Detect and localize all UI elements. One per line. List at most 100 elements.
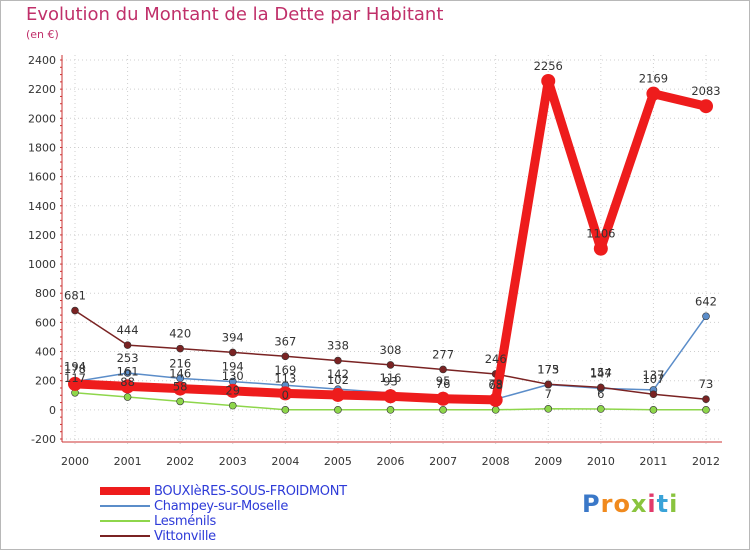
data-label: 102: [327, 373, 349, 387]
data-label: 76: [436, 377, 451, 391]
data-label: 246: [485, 352, 507, 366]
data-label: 68: [488, 378, 503, 392]
data-point: [544, 405, 553, 413]
data-point: [597, 383, 605, 392]
data-label: 0: [282, 388, 289, 402]
data-label: 73: [488, 377, 503, 391]
data-point: [334, 356, 342, 365]
data-label: 116: [380, 371, 402, 385]
legend-label: BOUXIèRES-SOUS-FROIDMONT: [154, 484, 347, 499]
x-tick-label: 2003: [219, 455, 247, 468]
data-point: [699, 99, 713, 114]
data-point: [436, 391, 451, 406]
logo-letter: P: [582, 490, 601, 518]
data-label: 394: [222, 330, 244, 344]
x-tick-label: 2002: [166, 455, 194, 468]
x-tick-label: 2010: [587, 455, 615, 468]
x-tick-label: 2008: [482, 455, 510, 468]
data-point: [646, 86, 661, 101]
legend-item-champey: Champey-sur-Moselle: [100, 499, 430, 514]
data-point: [649, 390, 658, 399]
logo-letter: i: [647, 490, 657, 518]
data-label: 367: [274, 334, 296, 348]
data-label: 169: [274, 363, 296, 377]
legend-swatch: [100, 535, 150, 537]
data-point: [123, 393, 132, 401]
x-tick-label: 2004: [271, 455, 299, 468]
y-tick-label: 1400: [28, 200, 56, 213]
data-label: 142: [327, 367, 349, 381]
y-tick-label: 800: [35, 287, 56, 300]
data-label: 107: [642, 372, 664, 386]
logo-letter: r: [600, 490, 614, 518]
data-point: [702, 406, 710, 414]
data-point: [225, 383, 240, 398]
data-point: [597, 405, 605, 413]
data-label: 146: [169, 367, 191, 381]
legend-label: Vittonville: [154, 529, 216, 544]
legend-item-bouxieres: BOUXIèRES-SOUS-FROIDMONT: [100, 484, 430, 499]
data-point: [123, 341, 132, 349]
data-point: [176, 344, 184, 353]
y-tick-label: 1000: [28, 258, 56, 271]
data-point: [281, 406, 290, 414]
y-tick-label: 2000: [28, 112, 56, 125]
logo-letter: x: [630, 490, 648, 518]
logo-letter: t: [656, 490, 670, 518]
data-label: 178: [64, 362, 86, 376]
data-label: 253: [117, 351, 139, 365]
data-label: 73: [699, 377, 714, 391]
data-label: 308: [380, 343, 402, 357]
y-tick-label: 1800: [28, 141, 56, 154]
data-label: 216: [169, 356, 191, 370]
data-point: [330, 387, 345, 402]
chart-title: Evolution du Montant de la Dette par Hab…: [26, 4, 444, 25]
data-label: 194: [64, 360, 86, 374]
x-tick-label: 2007: [429, 455, 457, 468]
data-label: 137: [642, 368, 664, 382]
line-chart: -200 0 200 400 600 800 1000 1200 1400 1600 1800 200…: [28, 54, 722, 468]
data-point: [334, 406, 342, 414]
proxiti-logo: Proxiti: [582, 490, 678, 518]
data-point: [120, 379, 135, 394]
data-label: 277: [432, 347, 454, 361]
data-point: [649, 406, 658, 414]
data-label: 93: [383, 374, 398, 388]
data-point: [702, 312, 710, 321]
series-layer: [68, 73, 713, 414]
data-point: [544, 380, 553, 389]
data-label: 175: [537, 362, 559, 376]
y-tick-label: 1200: [28, 229, 56, 242]
x-tick-label: 2005: [324, 455, 352, 468]
data-label: 147: [590, 366, 612, 380]
data-label: 88: [120, 375, 135, 389]
data-label: 2256: [534, 59, 563, 73]
data-point: [593, 241, 608, 256]
x-tick-label: 2012: [692, 455, 720, 468]
data-label: 29: [225, 384, 240, 398]
legend-swatch: [100, 520, 150, 522]
data-label: 161: [117, 364, 139, 378]
logo-letter: i: [669, 490, 679, 518]
y-tick-label: 200: [35, 375, 56, 388]
data-point: [228, 401, 237, 410]
data-label: 7: [545, 387, 552, 401]
data-label: 2083: [691, 84, 720, 98]
chart-legend: BOUXIèRES-SOUS-FROIDMONT Champey-sur-Mos…: [100, 484, 430, 544]
axis-layer: -200 0 200 400 600 800 1000 1200 1400 1600 1800 200…: [28, 54, 722, 468]
data-point: [176, 397, 184, 406]
legend-label: Lesménils: [154, 514, 216, 529]
data-point: [228, 348, 237, 357]
data-point: [702, 395, 710, 404]
data-point: [488, 392, 503, 407]
data-point: [173, 381, 188, 396]
y-tick-label: 2400: [28, 54, 56, 67]
y-tick-label: 400: [35, 346, 56, 359]
legend-swatch: [100, 487, 150, 495]
data-label: 58: [173, 379, 188, 393]
data-label: 117: [64, 371, 86, 385]
legend-item-vittonville: Vittonville: [100, 529, 430, 544]
data-point: [383, 389, 398, 404]
data-label: 2169: [639, 72, 668, 86]
